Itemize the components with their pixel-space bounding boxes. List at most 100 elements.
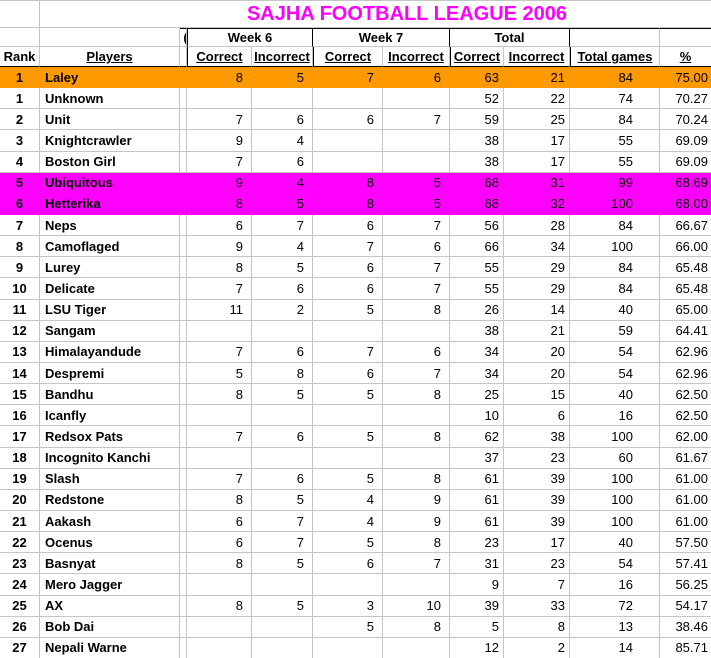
week7-correct-cell[interactable]: 6: [313, 109, 383, 131]
rank-cell[interactable]: 26: [0, 616, 40, 638]
week7-incorrect-cell[interactable]: 7: [383, 109, 450, 131]
player-cell[interactable]: Boston Girl: [40, 151, 180, 173]
week7-correct-cell[interactable]: 5: [313, 299, 383, 321]
week6-incorrect-cell[interactable]: [252, 616, 313, 638]
spacer-cell[interactable]: [180, 320, 187, 342]
rank-cell[interactable]: 3: [0, 130, 40, 152]
percent-cell[interactable]: 54.17: [660, 596, 711, 617]
player-cell[interactable]: LSU Tiger: [40, 299, 180, 321]
total-games-cell[interactable]: 60: [570, 447, 660, 469]
total-incorrect-cell[interactable]: 20: [504, 341, 570, 363]
week7-correct-cell[interactable]: 6: [313, 362, 383, 385]
percent-cell[interactable]: 66.00: [660, 236, 711, 258]
player-cell[interactable]: Bandhu: [40, 384, 180, 406]
total-games-cell[interactable]: 100: [570, 468, 660, 490]
total-incorrect-cell[interactable]: 8: [504, 616, 570, 638]
week6-correct-cell[interactable]: 7: [187, 468, 252, 490]
percent-cell[interactable]: 69.09: [660, 130, 711, 152]
total-correct-cell[interactable]: 9: [450, 574, 504, 596]
week7-incorrect-cell[interactable]: 8: [383, 468, 450, 490]
week7-correct-cell[interactable]: 6: [313, 257, 383, 279]
week7-correct-cell[interactable]: 8: [313, 193, 383, 215]
week7-correct-cell[interactable]: [313, 637, 383, 658]
total-correct-cell[interactable]: 23: [450, 532, 504, 554]
rank-cell[interactable]: 4: [0, 151, 40, 173]
spacer-cell[interactable]: [180, 172, 187, 194]
total-correct-cell[interactable]: 38: [450, 130, 504, 152]
week6-incorrect-cell[interactable]: [252, 320, 313, 342]
group-rank-spacer[interactable]: [0, 28, 40, 47]
week7-correct-cell[interactable]: 5: [313, 616, 383, 638]
percent-cell[interactable]: 75.00: [660, 67, 711, 89]
week6-correct-cell[interactable]: 9: [187, 130, 252, 152]
week6-incorrect-cell[interactable]: 7: [252, 510, 313, 533]
spacer-cell[interactable]: [180, 574, 187, 596]
total-incorrect-cell[interactable]: 29: [504, 278, 570, 300]
total-games-cell[interactable]: 84: [570, 214, 660, 237]
week7-correct-cell[interactable]: [313, 130, 383, 152]
total-correct-cell[interactable]: 52: [450, 88, 504, 110]
spacer-cell[interactable]: [180, 151, 187, 173]
total-incorrect-cell[interactable]: 14: [504, 299, 570, 321]
player-cell[interactable]: Incognito Kanchi: [40, 447, 180, 469]
total-games-cell[interactable]: 72: [570, 595, 660, 617]
player-cell[interactable]: Ubiquitous: [40, 172, 180, 194]
week7-correct-cell[interactable]: 5: [313, 384, 383, 406]
total-correct-cell[interactable]: 63: [450, 67, 504, 89]
rank-cell[interactable]: 16: [0, 405, 40, 427]
total-incorrect-cell[interactable]: 33: [504, 595, 570, 617]
week7-incorrect-cell[interactable]: 10: [383, 595, 450, 617]
total-games-cell[interactable]: 84: [570, 109, 660, 131]
total-games-cell[interactable]: 54: [570, 553, 660, 575]
percent-cell[interactable]: 70.24: [660, 109, 711, 131]
week7-incorrect-cell[interactable]: 7: [383, 257, 450, 279]
total-incorrect-cell[interactable]: 39: [504, 468, 570, 490]
percent-cell[interactable]: 85.71: [660, 638, 711, 658]
total-incorrect-cell[interactable]: 20: [504, 362, 570, 385]
rank-cell[interactable]: 12: [0, 320, 40, 342]
player-cell[interactable]: AX: [40, 595, 180, 617]
total-games-cell[interactable]: 84: [570, 257, 660, 279]
week6-incorrect-cell[interactable]: 5: [252, 193, 313, 215]
week6-correct-cell[interactable]: [187, 637, 252, 658]
spacer-cell[interactable]: [180, 341, 187, 363]
total-games-cell[interactable]: 54: [570, 341, 660, 363]
rank-cell[interactable]: 1: [0, 88, 40, 110]
week7-incorrect-cell[interactable]: 7: [383, 214, 450, 237]
week6-correct-cell[interactable]: [187, 320, 252, 342]
spacer-cell[interactable]: [180, 299, 187, 321]
spacer-cell[interactable]: [180, 362, 187, 385]
total-correct-cell[interactable]: 37: [450, 447, 504, 469]
total-correct-cell[interactable]: 31: [450, 553, 504, 575]
spacer-cell[interactable]: [180, 637, 187, 658]
week7-correct-cell[interactable]: [313, 151, 383, 173]
total-correct-cell[interactable]: 62: [450, 426, 504, 448]
percent-cell[interactable]: 66.67: [660, 215, 711, 237]
total-incorrect-cell[interactable]: 28: [504, 214, 570, 237]
player-cell[interactable]: Icanfly: [40, 405, 180, 427]
total-correct-cell[interactable]: 10: [450, 405, 504, 427]
week6-correct-cell[interactable]: 6: [187, 214, 252, 237]
week7-incorrect-cell[interactable]: [383, 130, 450, 152]
week7-incorrect-cell[interactable]: [383, 88, 450, 110]
week7-incorrect-cell[interactable]: 9: [383, 489, 450, 511]
total-games-cell[interactable]: 55: [570, 130, 660, 152]
week7-incorrect-cell[interactable]: 5: [383, 172, 450, 194]
week6-incorrect-cell[interactable]: 6: [252, 278, 313, 300]
header-week7-correct[interactable]: Correct: [313, 47, 383, 67]
week6-correct-cell[interactable]: [187, 574, 252, 596]
week7-correct-cell[interactable]: 6: [313, 214, 383, 237]
total-games-cell[interactable]: 40: [570, 532, 660, 554]
total-games-cell[interactable]: 100: [570, 236, 660, 258]
week7-correct-cell[interactable]: [313, 447, 383, 469]
rank-cell[interactable]: 10: [0, 278, 40, 300]
player-cell[interactable]: Lurey: [40, 257, 180, 279]
week6-correct-cell[interactable]: [187, 616, 252, 638]
spacer-cell[interactable]: [180, 236, 187, 258]
total-games-cell[interactable]: 14: [570, 637, 660, 658]
week7-correct-cell[interactable]: 5: [313, 468, 383, 490]
total-incorrect-cell[interactable]: 21: [504, 320, 570, 342]
total-correct-cell[interactable]: 61: [450, 489, 504, 511]
total-incorrect-cell[interactable]: 25: [504, 109, 570, 131]
rank-cell[interactable]: 13: [0, 341, 40, 363]
